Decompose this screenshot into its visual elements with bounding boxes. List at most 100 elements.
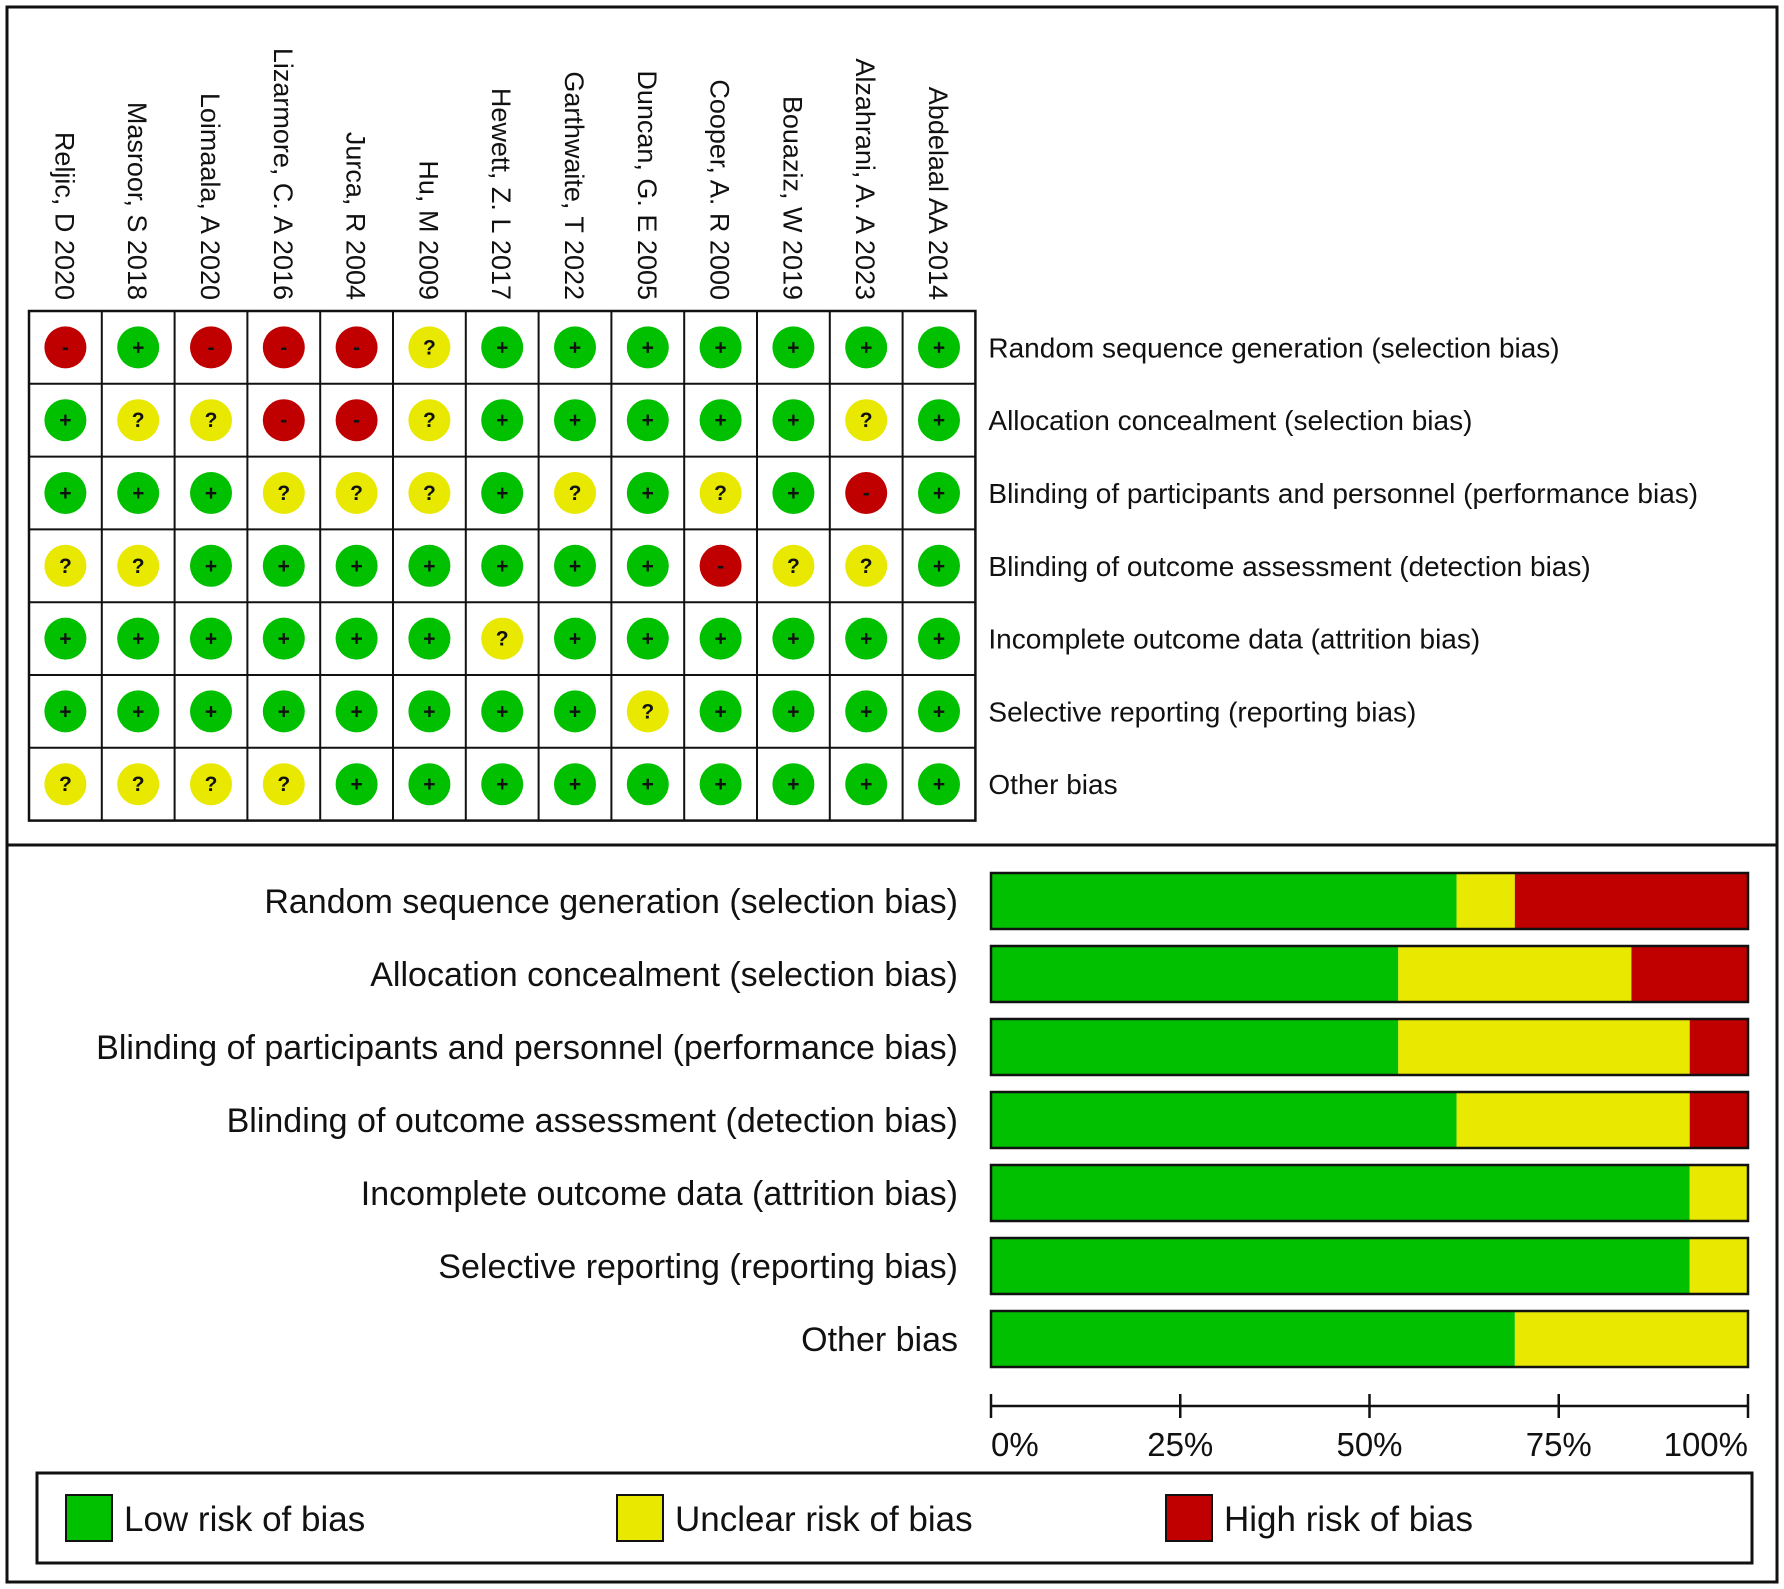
judgement-symbol: + <box>642 409 654 432</box>
judgement-low-circle <box>699 763 742 806</box>
judgement-low-circle <box>335 544 378 587</box>
judgement-symbol: + <box>132 336 144 359</box>
judgement-low-circle <box>190 544 232 587</box>
judgement-unclear-circle <box>262 472 305 514</box>
judgement-symbol: + <box>59 700 71 723</box>
bar-outline <box>989 871 1750 931</box>
legend-unclear-label: Unclear risk of bias <box>675 1500 973 1539</box>
judgement-low-circle <box>554 763 596 806</box>
graph-category-label: Blinding of participants and personnel (… <box>96 1029 958 1067</box>
judgement-symbol: + <box>787 628 799 651</box>
bar-low-segment <box>991 1019 1399 1075</box>
judgement-unclear-circle <box>408 472 451 514</box>
judgement-symbol: + <box>714 336 726 359</box>
judgement-symbol: ? <box>59 773 72 796</box>
bar-outline <box>989 944 1750 1004</box>
bar-low-segment <box>991 873 1457 929</box>
legend-low-swatch <box>65 1494 113 1542</box>
judgement-symbol: + <box>205 482 217 505</box>
summary-domain-label: Blinding of participants and personnel (… <box>988 478 1698 509</box>
judgement-symbol: + <box>933 700 945 723</box>
bar-low-segment <box>991 1238 1690 1294</box>
judgement-symbol: + <box>933 628 945 651</box>
judgement-low-circle <box>190 617 232 660</box>
judgement-low-circle <box>845 690 888 733</box>
judgement-low-circle <box>117 472 160 514</box>
judgement-symbol: + <box>933 336 945 359</box>
judgement-symbol: ? <box>569 482 582 505</box>
judgement-symbol: ? <box>277 773 290 796</box>
bar-low-segment <box>991 1165 1690 1221</box>
judgement-low-circle <box>481 326 524 369</box>
judgement-low-circle <box>117 326 160 369</box>
judgement-symbol: + <box>59 628 71 651</box>
judgement-symbol: + <box>278 555 290 578</box>
judgement-symbol: + <box>642 628 654 651</box>
judgement-symbol: + <box>59 409 71 432</box>
judgement-symbol: ? <box>860 555 873 578</box>
judgement-low-circle <box>626 544 669 587</box>
judgement-symbol: - <box>863 482 870 505</box>
graph-category-label: Selective reporting (reporting bias) <box>438 1248 958 1286</box>
judgement-unclear-circle <box>481 617 524 660</box>
judgement-low-circle <box>408 544 451 587</box>
judgement-low-circle <box>918 544 960 587</box>
judgement-low-circle <box>481 472 524 514</box>
judgement-symbol: ? <box>350 482 363 505</box>
x-tick-label: 25% <box>1147 1426 1213 1463</box>
judgement-low-circle <box>699 690 742 733</box>
judgement-high-circle <box>845 472 888 514</box>
judgement-symbol: + <box>350 628 362 651</box>
judgement-symbol: - <box>353 409 360 432</box>
judgement-symbol: + <box>59 482 71 505</box>
judgement-low-circle <box>44 472 87 514</box>
judgement-symbol: + <box>787 773 799 796</box>
judgement-symbol: ? <box>132 555 145 578</box>
legend: Low risk of bias Unclear risk of bias High… <box>35 1471 1754 1565</box>
judgement-low-circle <box>918 763 960 806</box>
judgement-unclear-circle <box>117 399 160 442</box>
judgement-low-circle <box>44 617 87 660</box>
judgement-low-circle <box>626 399 669 442</box>
judgement-symbol: + <box>569 628 581 651</box>
study-label: Reljic, D 2020 <box>49 132 79 300</box>
graph-category-label: Allocation concealment (selection bias) <box>370 956 958 994</box>
summary-domain-label: Incomplete outcome data (attrition bias) <box>988 624 1480 655</box>
bar-unclear-segment <box>1689 1238 1748 1294</box>
judgement-unclear-circle <box>117 763 160 806</box>
judgement-unclear-circle <box>335 472 378 514</box>
judgement-low-circle <box>262 690 305 733</box>
judgement-high-circle <box>335 326 378 369</box>
judgement-symbol: ? <box>423 482 436 505</box>
bar-outline <box>989 1309 1750 1369</box>
judgement-symbol: + <box>205 555 217 578</box>
judgement-symbol: - <box>208 336 215 359</box>
summary-domain-label: Other bias <box>988 769 1117 800</box>
judgement-symbol: + <box>496 555 508 578</box>
judgement-symbol: - <box>62 336 69 359</box>
bar-unclear-segment <box>1398 1019 1690 1075</box>
study-label: Jurca, R 2004 <box>341 132 371 300</box>
bar-outline <box>989 1090 1750 1150</box>
judgement-symbol: + <box>860 336 872 359</box>
judgement-low-circle <box>117 690 160 733</box>
x-tick-label: 100% <box>1664 1426 1748 1463</box>
summary-domain-label: Allocation concealment (selection bias) <box>988 405 1472 436</box>
judgement-symbol: + <box>278 700 290 723</box>
judgement-unclear-circle <box>554 472 596 514</box>
judgement-unclear-circle <box>408 326 451 369</box>
judgement-low-circle <box>262 544 305 587</box>
judgement-symbol: + <box>569 555 581 578</box>
judgement-unclear-circle <box>44 763 87 806</box>
bar-low-segment <box>991 946 1399 1002</box>
study-label: Hewett, Z. L 2017 <box>486 88 516 300</box>
judgement-low-circle <box>772 763 815 806</box>
judgement-symbol: + <box>787 482 799 505</box>
judgement-low-circle <box>481 544 524 587</box>
legend-frame <box>35 1471 1754 1565</box>
judgement-unclear-circle <box>190 763 232 806</box>
x-tick-label: 50% <box>1336 1426 1402 1463</box>
judgement-unclear-circle <box>845 544 888 587</box>
bar-low-segment <box>991 1092 1457 1148</box>
